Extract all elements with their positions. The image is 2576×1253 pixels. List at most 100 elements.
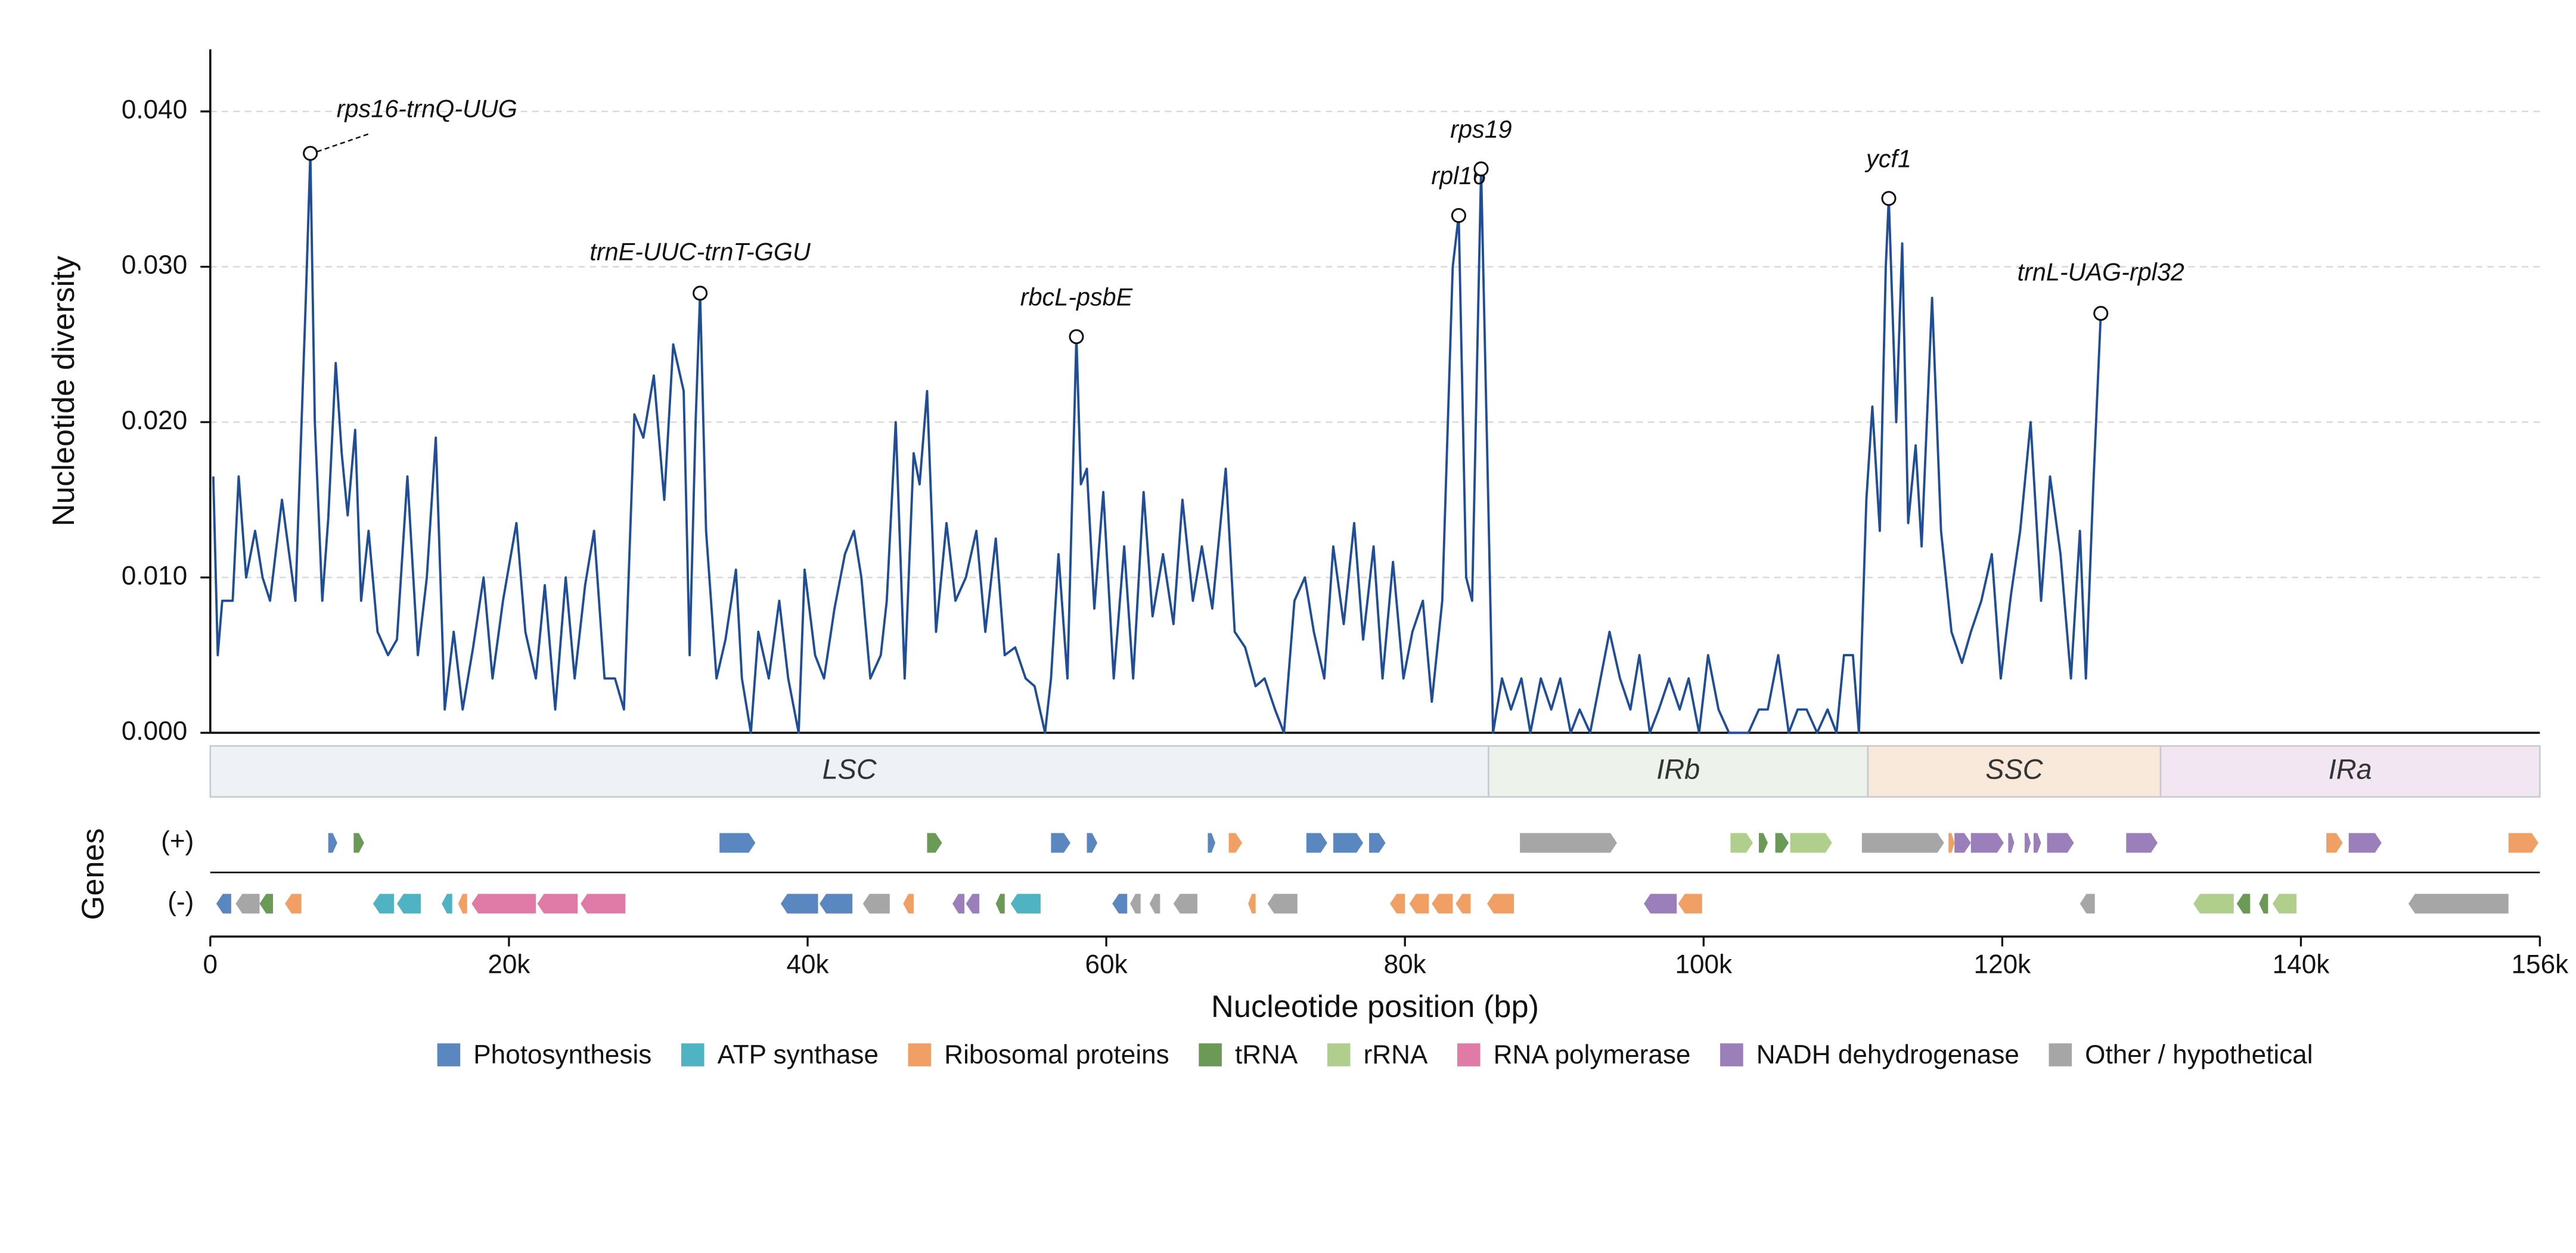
y-tick-label: 0.020: [122, 406, 187, 435]
gene: [719, 833, 756, 853]
legend-swatch: [681, 1043, 704, 1066]
legend-swatch: [2049, 1043, 2072, 1066]
gene: [1759, 833, 1768, 853]
gene: [1333, 833, 1364, 853]
gene: [2034, 833, 2041, 853]
legend-label: Other / hypothetical: [2085, 1040, 2313, 1069]
diversity-line: [212, 152, 2102, 734]
gene: [780, 894, 818, 914]
legend-label: RNA polymerase: [1494, 1040, 1691, 1069]
y-axis-label: Nucleotide diversity: [46, 255, 81, 526]
legend-swatch: [1199, 1043, 1222, 1066]
gene: [2126, 833, 2158, 853]
gene: [458, 894, 467, 914]
legend: Photosynthesis ATP synthase Ribosomal prot…: [437, 1040, 2313, 1069]
track-label: (+): [161, 827, 194, 856]
gene: [2259, 894, 2268, 914]
gene: [1730, 833, 1753, 853]
region-label: IRb: [1656, 753, 1700, 784]
legend-label: rRNA: [1364, 1040, 1428, 1069]
annotation-point: [1473, 161, 1489, 176]
gene: [1409, 894, 1429, 914]
region: [2159, 745, 2541, 798]
gene: [966, 894, 980, 914]
gene: [353, 833, 364, 853]
annotation-label: trnL-UAG-rpl32: [2018, 258, 2184, 286]
gene: [2080, 894, 2095, 914]
gene: [328, 833, 337, 853]
region: [1867, 745, 2162, 798]
annotation-label: rbcL-psbE: [1020, 283, 1133, 311]
legend-swatch: [1327, 1043, 1351, 1066]
annotation-point: [2093, 306, 2109, 321]
gene: [952, 894, 965, 914]
legend-label: tRNA: [1235, 1040, 1298, 1069]
gene: [862, 894, 890, 914]
gene: [903, 894, 914, 914]
region-label: IRa: [2329, 753, 2372, 784]
annotation-leader: [316, 133, 370, 153]
gene: [2024, 833, 2031, 853]
gene: [1369, 833, 1386, 853]
x-tick-label: 120k: [1974, 950, 2032, 979]
gene: [1861, 833, 1944, 853]
legend-label: NADH dehydrogenase: [1756, 1040, 2019, 1069]
annotation-label: rps16-trnQ-UUG: [337, 95, 517, 123]
y-tick-label: 0.040: [122, 95, 187, 125]
gene: [820, 894, 853, 914]
y-tick-label: 0.010: [122, 561, 187, 590]
gene: [1432, 894, 1453, 914]
x-axis-label: Nucleotide position (bp): [1211, 990, 1539, 1024]
region-label: LSC: [823, 753, 877, 784]
legend-swatch: [1457, 1043, 1481, 1066]
gene: [2047, 833, 2074, 853]
x-tick-label: 100k: [1675, 950, 1733, 979]
gene: [1306, 833, 1327, 853]
gene: [1644, 894, 1677, 914]
gene: [1790, 833, 1832, 853]
gene: [1486, 894, 1514, 914]
gene: [2326, 833, 2343, 853]
annotation-point: [303, 145, 318, 161]
gene: [1228, 833, 1243, 853]
gene: [235, 894, 260, 914]
gene: [537, 894, 578, 914]
gene: [259, 894, 274, 914]
region: [1488, 745, 1869, 798]
x-tick-label: 0: [203, 950, 218, 979]
annotation-label: trnE-UUC-trnT-GGU: [589, 238, 811, 266]
gene: [1112, 894, 1128, 914]
gene: [2508, 833, 2538, 853]
gene: [1954, 833, 1971, 853]
gene: [1390, 894, 1405, 914]
gene: [285, 894, 302, 914]
x-tick-label: 140k: [2273, 950, 2330, 979]
gene: [1775, 833, 1789, 853]
gene: [2008, 833, 2015, 853]
annotation-point: [1881, 191, 1897, 206]
gene: [2272, 894, 2296, 914]
gene: [471, 894, 536, 914]
gene: [1051, 833, 1070, 853]
x-tick-label: 80k: [1384, 950, 1427, 979]
annotation-point: [693, 286, 708, 301]
gene: [373, 894, 394, 914]
gene: [1455, 894, 1471, 914]
x-tick-label: 40k: [786, 950, 829, 979]
gene: [1130, 894, 1141, 914]
gene: [216, 894, 231, 914]
legend-swatch: [908, 1043, 932, 1066]
gene: [927, 833, 942, 853]
gene: [1010, 894, 1041, 914]
annotation-label: rps19: [1450, 116, 1512, 143]
legend-label: ATP synthase: [718, 1040, 879, 1069]
legend-swatch: [437, 1043, 461, 1066]
annotation-point: [1069, 329, 1084, 345]
gene: [1970, 833, 2004, 853]
region: [209, 745, 1489, 798]
x-tick-label: 156k: [2512, 950, 2569, 979]
gene: [442, 894, 452, 914]
gene: [2193, 894, 2234, 914]
